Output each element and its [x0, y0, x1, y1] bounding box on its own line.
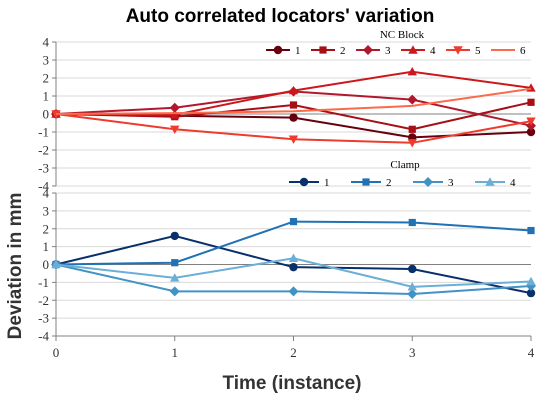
panel-1-legend-marker [423, 177, 433, 187]
panel-0-legend-label: 6 [520, 45, 526, 57]
y-axis-title: Deviation in mm [5, 193, 26, 340]
panel-1-legend-label: 3 [448, 177, 454, 189]
panel-1-series-4-point [51, 259, 61, 269]
panel-1-series-2-point [289, 218, 298, 226]
panel-0-ytick-label: -3 [38, 161, 49, 176]
panel-0-legend-label: 5 [475, 45, 481, 57]
panel-0-series-3-point [407, 94, 418, 105]
panel-1-series-3-point [169, 286, 180, 297]
panel-0-series-1-point [289, 113, 298, 122]
panel-0-series-4-point [288, 85, 299, 95]
panel-1-series-1-point [526, 288, 536, 298]
panel-0-legend-marker [408, 45, 418, 54]
panel-1-series-4-point [526, 276, 536, 286]
panel-0-legend-marker [319, 46, 327, 54]
panel-0-series-4-point [170, 110, 180, 119]
plot-layer: -4 -3 -2 -1 0 1 2 3 4 NC Block 1 2 3 4 5 6 -4 -3 -2 -1 0 1 2 3 4… [38, 29, 536, 360]
panel-0-series-2-point [289, 101, 298, 109]
panel-0-ytick-label: 4 [43, 35, 50, 50]
panel-0-series-1-point [526, 127, 536, 137]
panel-1-series-4-point [170, 273, 180, 282]
panel-1-series-3-point [288, 286, 299, 297]
panel-0-series-5-point [526, 117, 536, 126]
panel-0-ytick-label: 0 [43, 107, 50, 122]
x-axis-title: Time (instance) [222, 373, 361, 394]
panel-1-ytick-label: 0 [43, 257, 50, 272]
panel-0-legend-label: 1 [295, 45, 301, 57]
x-tick-label: 1 [172, 345, 179, 360]
chart-title: Auto correlated locators' variation [126, 6, 435, 27]
panel-0-legend-label: 2 [340, 45, 346, 57]
panel-1-legend-marker [299, 177, 309, 187]
x-tick-label: 3 [409, 345, 416, 360]
x-tick-label: 2 [290, 345, 297, 360]
panel-0-ytick-label: -2 [38, 143, 49, 158]
panel-1-ytick-label: -4 [38, 329, 49, 344]
panel-1-ytick-label: 3 [43, 203, 50, 218]
panel-0-ytick-label: -1 [38, 125, 49, 140]
panel-0-series-2-point [408, 125, 416, 133]
panel-1-ytick-label: -2 [38, 293, 49, 308]
panel-1-legend-title: Clamp [390, 159, 420, 171]
panel-0-ytick-label: 1 [43, 89, 50, 104]
panel-1-series-4-point [407, 282, 417, 291]
panel-1-ytick-label: 4 [43, 186, 50, 201]
panel-1-series-4-point [288, 253, 299, 262]
panel-0-legend-title: NC Block [380, 29, 425, 41]
panel-0-legend-marker [273, 45, 283, 55]
panel-1-ytick-label: 1 [43, 239, 50, 254]
x-tick-label: 0 [53, 345, 60, 360]
panel-0-series-5-point [170, 125, 180, 134]
panel-0-series-5-point [51, 110, 61, 119]
panel-0-series-5-point [288, 135, 299, 144]
panel-1-series-2-point [171, 259, 179, 267]
panel-0-series-3-point [169, 102, 180, 113]
panel-1-legend-label: 1 [324, 177, 330, 189]
panel-1-legend-marker [485, 177, 495, 186]
panel-0-legend-marker [363, 45, 373, 55]
panel-0-legend-label: 4 [430, 45, 436, 57]
panel-0-series-5-point [407, 139, 417, 148]
panel-0-ytick-label: 3 [43, 53, 50, 68]
panel-1-ytick-label: -1 [38, 275, 49, 290]
panel-1-series-3-point [407, 288, 418, 299]
panel-0-ytick-label: 2 [43, 71, 50, 86]
panel-0-series-2-point [527, 98, 535, 106]
panel-0-legend-marker [453, 46, 463, 55]
panel-1-legend-label: 2 [386, 177, 392, 189]
panel-1-ytick-label: 2 [43, 221, 50, 236]
panel-0-series-6-line [55, 87, 532, 115]
panel-1-legend-label: 4 [510, 177, 516, 189]
panel-1-series-1-point [170, 231, 179, 241]
panel-1-series-1-point [289, 262, 298, 272]
panel-1-legend-marker [362, 178, 370, 186]
panel-1-ytick-label: -3 [38, 311, 49, 326]
panel-0-ytick-label: -4 [38, 179, 49, 194]
panel-1-series-2-point [527, 226, 535, 235]
panel-0-series-4-point [407, 67, 417, 76]
x-tick-label: 4 [528, 345, 535, 360]
panel-1-series-1-point [408, 264, 417, 274]
panel-0-legend-label: 3 [385, 45, 391, 57]
panel-1-series-2-point [408, 218, 416, 227]
